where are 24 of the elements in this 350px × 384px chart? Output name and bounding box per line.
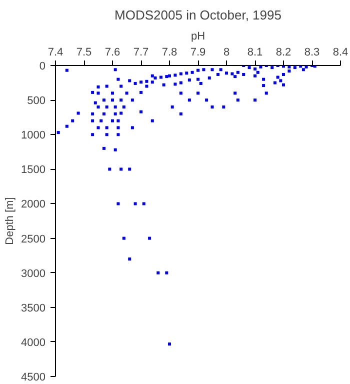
x-tick-label: 8 — [223, 46, 230, 58]
y-tick-label: 2500 — [21, 233, 46, 246]
x-tick-label: 8.3 — [304, 46, 320, 58]
x-tick-label: 8.4 — [332, 46, 348, 58]
y-tick-label: 4500 — [21, 372, 46, 384]
x-tick-label: 8.1 — [247, 46, 263, 58]
y-tick-label: 2000 — [21, 198, 46, 211]
x-tick-label: 7.4 — [48, 46, 64, 58]
y-tick-label: 1500 — [21, 164, 46, 176]
y-tick-label: 1000 — [21, 130, 46, 142]
x-axis-title: pH — [190, 30, 206, 42]
y-tick-label: 4000 — [21, 336, 46, 349]
x-tick-label: 7.8 — [162, 46, 178, 58]
x-tick-label: 7.7 — [133, 46, 149, 58]
x-tick-label: 8.2 — [276, 46, 292, 58]
y-tick-label: 3000 — [21, 268, 46, 280]
x-tick-label: 7.5 — [76, 46, 92, 58]
y-tick-label: 0 — [39, 60, 46, 72]
x-tick-label: 7.6 — [104, 46, 120, 58]
y-axis-title: Depth [m] — [4, 197, 16, 245]
y-tick-label: 3500 — [21, 302, 46, 314]
y-tick-label: 500 — [27, 95, 46, 108]
x-tick-label: 7.9 — [190, 46, 206, 58]
chart-title: MODS2005 in October, 1995 — [114, 8, 282, 22]
